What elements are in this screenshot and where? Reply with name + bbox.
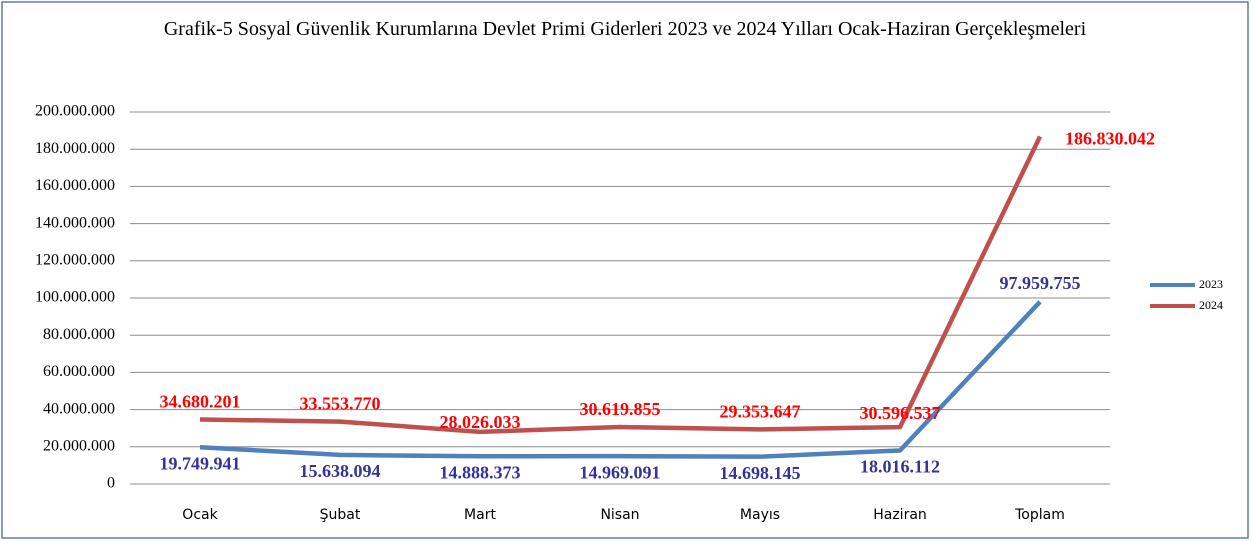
x-tick-label: Toplam <box>1014 507 1065 523</box>
data-label: 33.553.770 <box>300 394 381 414</box>
legend-label: 2023 <box>1199 277 1223 291</box>
data-label: 29.353.647 <box>720 402 801 422</box>
x-tick-label: Haziran <box>873 507 927 523</box>
x-tick-label: Nisan <box>600 507 639 523</box>
x-tick-label: Ocak <box>182 507 218 523</box>
legend-label: 2024 <box>1199 298 1223 312</box>
data-label: 34.680.201 <box>160 392 241 412</box>
series-line <box>199 135 1043 435</box>
y-tick-label: 180.000.000 <box>35 140 115 157</box>
chart-title: Grafik-5 Sosyal Güvenlik Kurumlarına Dev… <box>163 18 1087 40</box>
data-label: 28.026.033 <box>440 412 521 432</box>
y-tick-label: 40.000.000 <box>43 400 115 417</box>
data-label: 97.959.755 <box>1000 273 1081 293</box>
data-label: 30.619.855 <box>580 399 661 419</box>
data-label: 15.638.094 <box>300 461 381 481</box>
y-tick-label: 120.000.000 <box>35 251 115 268</box>
y-tick-label: 0 <box>107 475 115 492</box>
y-tick-label: 100.000.000 <box>35 289 115 306</box>
data-label: 18.016.112 <box>860 457 940 477</box>
x-tick-label: Mart <box>464 507 496 523</box>
y-tick-label: 160.000.000 <box>35 177 115 194</box>
data-label: 14.969.091 <box>580 462 661 482</box>
y-tick-label: 140.000.000 <box>35 214 115 231</box>
x-tick-label: Mayıs <box>740 507 780 523</box>
x-tick-label: Şubat <box>320 507 361 523</box>
data-label: 19.749.941 <box>160 453 241 473</box>
y-tick-label: 20.000.000 <box>43 437 115 454</box>
data-label: 30.596.537 <box>860 403 941 423</box>
y-tick-label: 200.000.000 <box>35 103 115 120</box>
y-tick-label: 60.000.000 <box>43 363 115 380</box>
data-label: 14.698.145 <box>720 463 801 483</box>
series-line <box>199 300 1042 459</box>
y-tick-label: 80.000.000 <box>43 326 115 343</box>
data-label: 14.888.373 <box>440 462 521 482</box>
data-label: 186.830.042 <box>1065 129 1155 149</box>
